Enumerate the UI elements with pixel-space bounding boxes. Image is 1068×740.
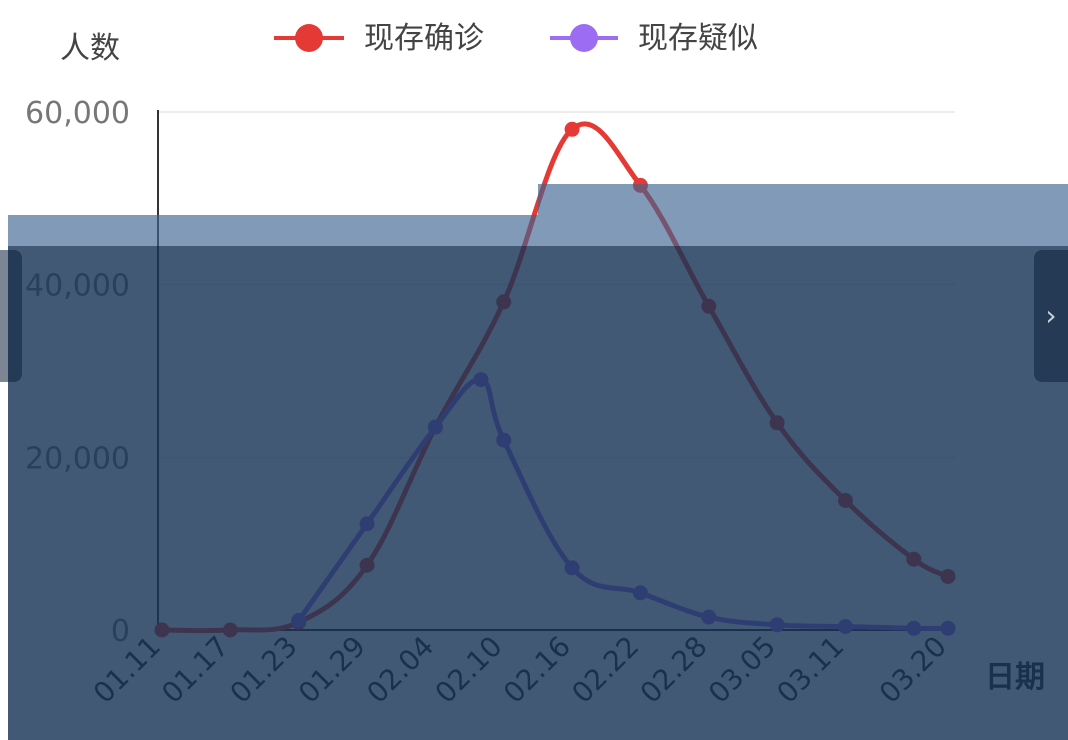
y-tick-label: 60,000 (25, 96, 130, 131)
legend-label-confirmed: 现存确诊 (364, 21, 484, 56)
chevron-right-icon: › (1045, 299, 1057, 332)
overlay-band (8, 215, 538, 246)
legend-item-confirmed[interactable]: 现存确诊 (274, 21, 484, 56)
overlay-band (538, 184, 1068, 246)
legend-item-suspected[interactable]: 现存疑似 (550, 21, 758, 56)
next-arrow-button[interactable]: › (1034, 250, 1068, 382)
data-point[interactable] (564, 121, 580, 137)
legend-label-suspected: 现存疑似 (638, 21, 758, 56)
legend: 现存确诊 现存疑似 (274, 21, 758, 56)
prev-arrow-button[interactable] (0, 250, 22, 382)
y-axis-label: 人数 (60, 31, 120, 66)
legend-marker-suspected (570, 24, 598, 52)
legend-marker-confirmed (295, 24, 323, 52)
modal-overlay (8, 246, 1068, 740)
